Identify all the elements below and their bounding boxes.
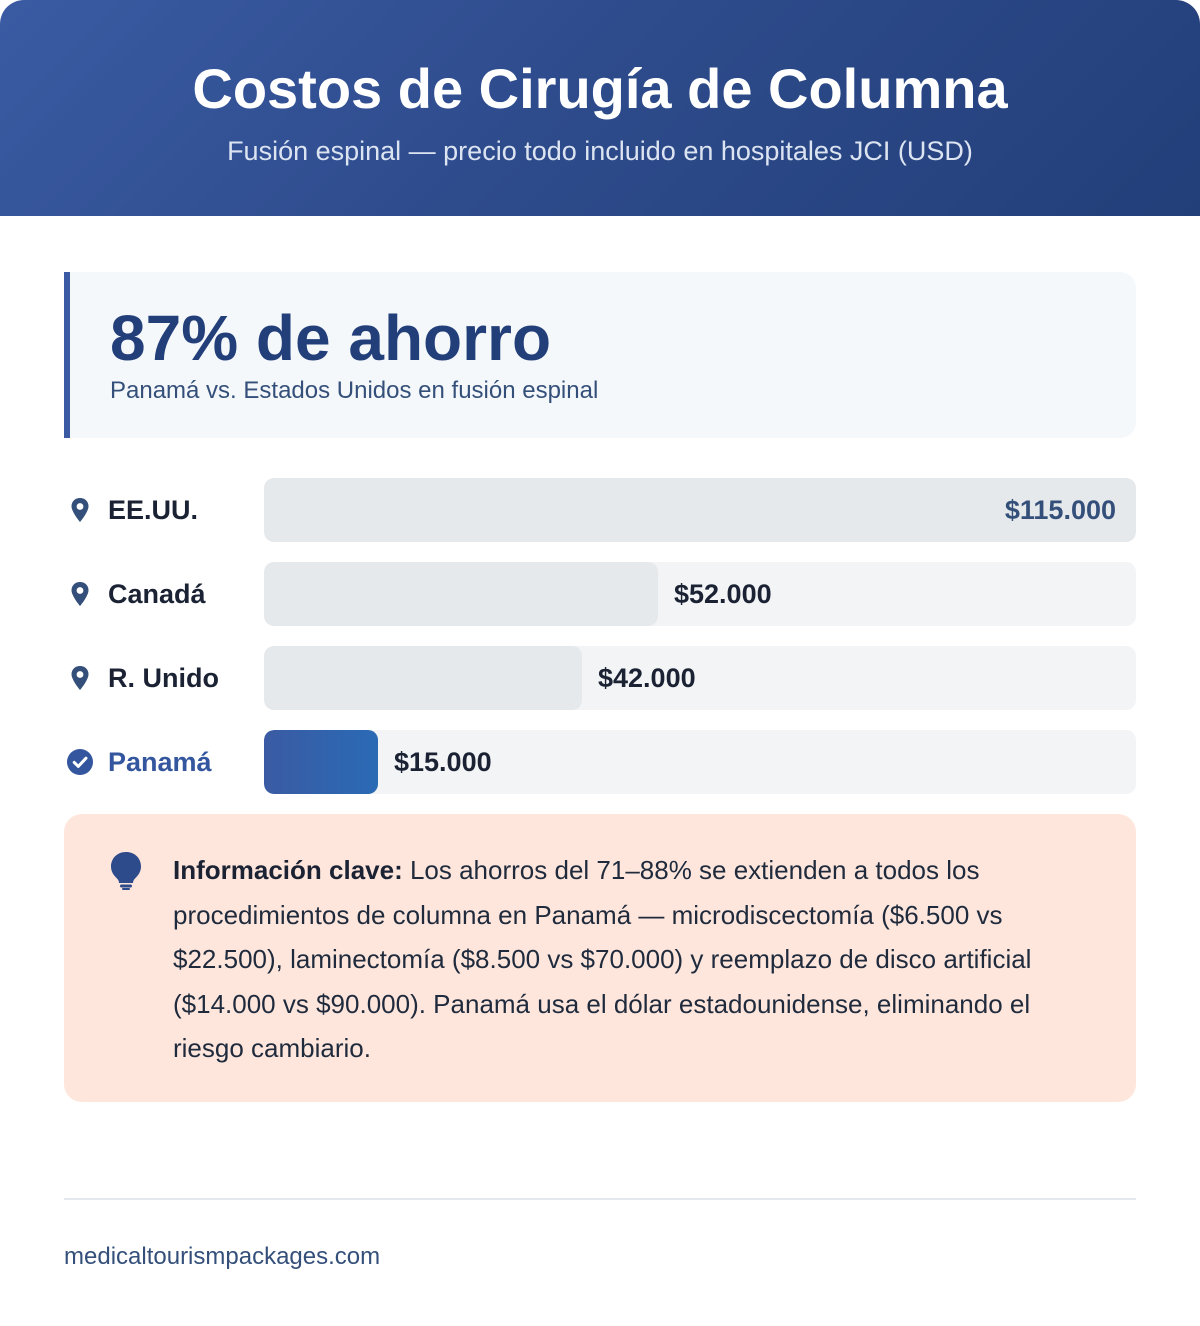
bar [264,478,1136,542]
bar-track: $15.000 [264,730,1136,794]
insight-label: Información clave: [173,855,403,885]
bar-track: $52.000 [264,562,1136,626]
bar-track: $42.000 [264,646,1136,710]
map-pin-icon [71,582,89,606]
bar-track: $115.000 [264,478,1136,542]
bar [264,646,582,710]
savings-caption: Panamá vs. Estados Unidos en fusión espi… [110,377,599,404]
bar [264,730,378,794]
bar-category-label: Panamá [108,747,212,777]
page-title: Costos de Cirugía de Columna [192,57,1008,120]
footer-divider [64,1198,1136,1200]
savings-value: 87% de ahorro [110,302,552,374]
cost-bar-chart: EE.UU. $115.000 Canadá $52.000 R. Unido $42.0… [64,478,1136,814]
lightbulb-icon [111,852,141,890]
map-pin-icon [71,666,89,690]
bar-category-label: R. Unido [108,663,219,693]
bar-row: EE.UU. $115.000 [64,478,1136,542]
page-subtitle: Fusión espinal — precio todo incluido en… [227,136,973,166]
footer-site: medicaltourismpackages.com [64,1243,381,1270]
bar-category-label: Canadá [108,579,206,609]
map-pin-icon [71,498,89,522]
bar-category-label: EE.UU. [108,495,199,525]
bar-row: R. Unido $42.000 [64,646,1136,710]
insight-text: Información clave: Los ahorros del 71–88… [173,848,1080,1071]
bar-row: Panamá $15.000 [64,730,1136,794]
check-circle-icon [67,749,93,775]
savings-callout: 87% de ahorro Panamá vs. Estados Unidos … [64,272,1136,438]
bar-value-label: $52.000 [674,579,772,609]
header-banner: Costos de Cirugía de Columna Fusión espi… [0,0,1200,216]
bar-value-label: $15.000 [394,747,492,777]
bar [264,562,658,626]
bar-row: Canadá $52.000 [64,562,1136,626]
insight-body: Los ahorros del 71–88% se extienden a to… [173,855,1032,1063]
bar-value-label: $42.000 [598,663,696,693]
bar-value-label: $115.000 [1004,495,1116,525]
key-insight-box: Información clave: Los ahorros del 71–88… [64,814,1136,1102]
